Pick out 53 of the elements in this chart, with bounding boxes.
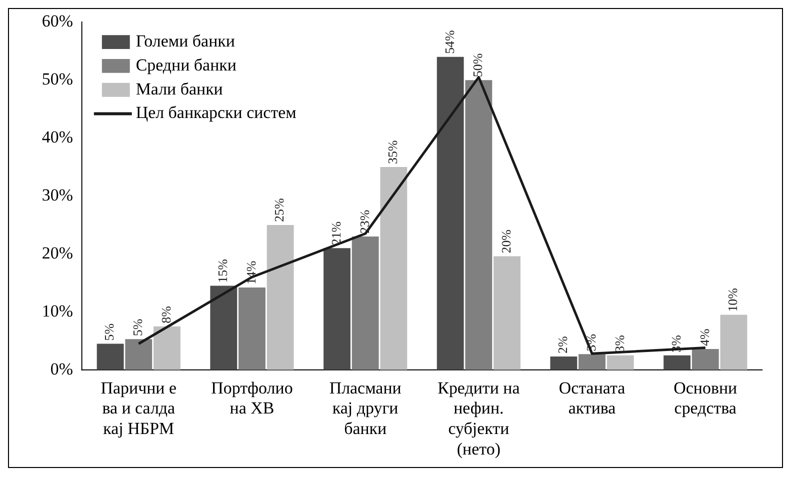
- bar: [664, 355, 690, 370]
- data-label: 3%: [583, 334, 598, 352]
- data-label: 4%: [696, 328, 712, 346]
- data-label: 5%: [102, 323, 117, 341]
- data-label: 21%: [328, 221, 344, 246]
- data-label: 25%: [272, 198, 287, 222]
- legend-label: Цел банкарски систем: [136, 103, 297, 122]
- data-label: 14%: [243, 260, 258, 285]
- bar: [550, 356, 578, 370]
- y-tick-label: 40%: [42, 128, 73, 146]
- y-tick-label: 10%: [42, 301, 73, 320]
- data-label: 54%: [442, 30, 457, 54]
- bar: [238, 288, 266, 370]
- x-tick-label: Парични е ва и салда кај НБРМ: [100, 378, 177, 438]
- data-label: 10%: [725, 288, 740, 312]
- x-tick-label: Портфолио на ХВ: [211, 378, 293, 418]
- bar: [125, 339, 152, 370]
- legend-label: Големи банки: [136, 32, 235, 50]
- y-tick-label: 50%: [42, 70, 73, 89]
- bar: [266, 224, 294, 370]
- y-tick-label: 30%: [42, 185, 73, 204]
- bar: [692, 348, 719, 370]
- bar: [380, 167, 408, 370]
- bar: [494, 256, 520, 370]
- y-tick-label: 60%: [42, 12, 73, 31]
- bar: [154, 326, 180, 370]
- data-label: 3%: [612, 334, 627, 352]
- legend-label: Средни банки: [136, 55, 236, 74]
- data-label: 8%: [158, 306, 174, 324]
- y-tick-label: 0%: [50, 359, 73, 378]
- y-tick-label: 20%: [42, 243, 73, 262]
- bar: [578, 354, 606, 370]
- bar: [324, 248, 350, 370]
- data-label: 15%: [215, 258, 230, 283]
- x-tick-label: Пласмани кај други банки: [329, 378, 402, 438]
- bar: [96, 344, 124, 370]
- legend-label: Мали банки: [136, 79, 223, 98]
- bar: [720, 314, 748, 370]
- bar: [210, 286, 238, 370]
- data-label: 3%: [668, 334, 684, 352]
- x-tick-label: Останата актива: [558, 378, 626, 418]
- bar: [465, 80, 492, 370]
- data-label: 5%: [130, 318, 146, 336]
- bar: [606, 355, 634, 370]
- data-label: 20%: [498, 229, 514, 254]
- data-label: 35%: [385, 140, 400, 164]
- data-label: 50%: [470, 53, 486, 78]
- bar: [352, 236, 379, 370]
- data-label: 23%: [356, 210, 372, 234]
- bar: [436, 56, 464, 370]
- x-tick-label: Основни средства: [674, 378, 738, 418]
- data-label: 2%: [555, 336, 570, 354]
- x-tick-label: Кредити на нефин. субјекти (нето): [438, 378, 520, 458]
